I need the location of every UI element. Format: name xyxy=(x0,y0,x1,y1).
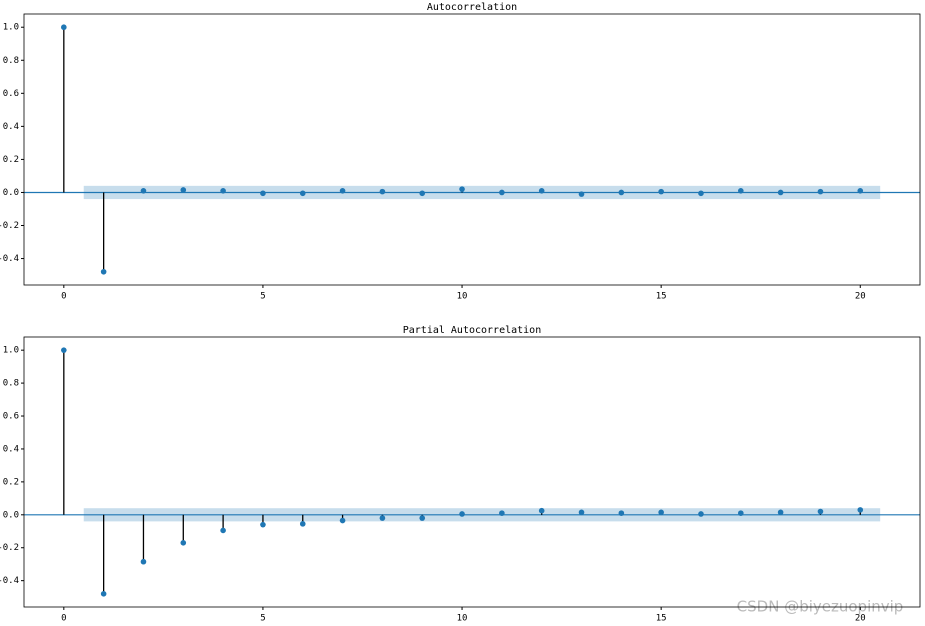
y-tick-label: -0.4 xyxy=(0,576,19,586)
chart-title: Autocorrelation xyxy=(427,2,517,13)
marker xyxy=(459,186,465,192)
marker xyxy=(817,508,824,515)
marker xyxy=(578,509,585,516)
marker xyxy=(499,510,505,516)
marker xyxy=(698,190,704,197)
marker xyxy=(339,517,346,524)
marker xyxy=(777,509,784,516)
marker xyxy=(379,515,386,521)
subplot: Partial Autocorrelation 0 5 10 15 20 -0.4 -0.2 0… xyxy=(0,325,921,624)
marker xyxy=(419,190,426,197)
marker xyxy=(299,190,306,197)
y-tick-label: 0.2 xyxy=(3,477,19,487)
marker xyxy=(180,539,187,546)
watermark: CSDN @biyezuopinvip xyxy=(737,598,904,616)
marker xyxy=(658,188,664,195)
y-tick-label: 0.2 xyxy=(3,155,19,165)
marker xyxy=(777,189,784,196)
marker xyxy=(738,510,744,516)
x-tick-label: 20 xyxy=(855,292,866,302)
marker xyxy=(100,591,107,597)
x-tick-label: 15 xyxy=(656,292,667,302)
marker xyxy=(618,510,625,516)
x-tick-label: 0 xyxy=(61,292,66,302)
marker xyxy=(578,191,585,197)
y-tick-label: -0.2 xyxy=(0,221,19,231)
marker xyxy=(260,190,266,197)
marker xyxy=(379,188,386,195)
axes-frame xyxy=(23,336,921,608)
axes-frame xyxy=(23,13,921,286)
y-tick-label: 0.0 xyxy=(3,510,19,520)
y-tick-label: 1.0 xyxy=(3,23,19,33)
marker xyxy=(618,189,625,196)
marker xyxy=(220,188,226,194)
x-tick-label: 5 xyxy=(260,614,265,624)
marker xyxy=(459,511,465,517)
y-tick-label: -0.2 xyxy=(0,543,19,553)
marker xyxy=(260,521,266,528)
marker xyxy=(419,515,426,521)
y-tick-label: -0.4 xyxy=(0,254,19,264)
marker xyxy=(140,558,147,565)
y-tick-label: 0.4 xyxy=(3,444,19,454)
x-tick-label: 0 xyxy=(61,614,66,624)
marker xyxy=(180,187,187,193)
marker xyxy=(339,188,346,194)
marker xyxy=(538,188,545,194)
marker xyxy=(299,521,306,527)
marker xyxy=(100,268,107,275)
x-tick-label: 15 xyxy=(656,614,667,624)
subplot: Autocorrelation 0 5 10 15 20 -0.4 -0.2 0.0 0.2 0.4… xyxy=(0,2,921,302)
y-tick-label: 0.8 xyxy=(3,379,19,389)
y-tick-label: 0.6 xyxy=(3,412,19,422)
y-tick-label: 0.6 xyxy=(3,89,19,99)
marker xyxy=(658,509,664,516)
marker xyxy=(220,527,226,534)
x-tick-label: 10 xyxy=(457,292,468,302)
marker xyxy=(538,507,545,514)
marker xyxy=(61,347,67,353)
y-tick-label: 0.4 xyxy=(3,122,19,132)
chart-title: Partial Autocorrelation xyxy=(403,325,541,336)
marker xyxy=(857,507,864,513)
y-tick-label: 0.8 xyxy=(3,56,19,66)
marker xyxy=(499,189,505,196)
y-tick-label: 0.0 xyxy=(3,188,19,198)
marker xyxy=(140,188,147,194)
x-tick-label: 20 xyxy=(855,614,866,624)
x-tick-label: 10 xyxy=(457,614,468,624)
marker xyxy=(738,188,744,194)
x-tick-label: 5 xyxy=(260,292,265,302)
marker xyxy=(817,188,824,195)
marker xyxy=(698,511,704,517)
marker xyxy=(61,24,67,31)
marker xyxy=(857,188,864,194)
y-tick-label: 1.0 xyxy=(3,346,19,356)
